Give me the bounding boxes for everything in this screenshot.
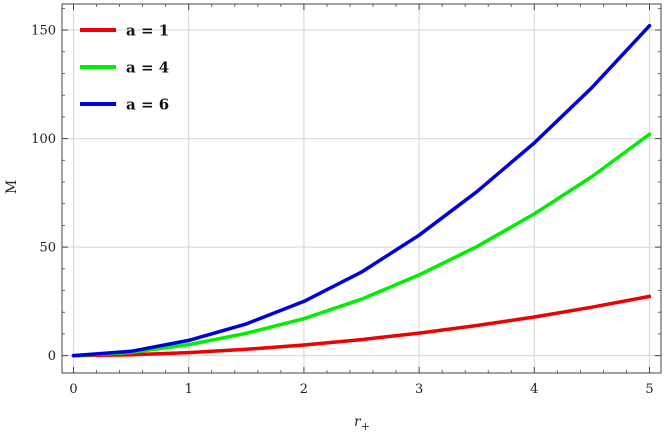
legend: a = 1 a = 4 a = 6 xyxy=(80,22,169,114)
x-axis-title-main: r xyxy=(354,414,362,430)
x-axis-title: r+ xyxy=(354,414,370,433)
y-tick-label-0: 0 xyxy=(48,349,56,364)
legend-label-2: a = 4 xyxy=(126,59,169,77)
x-tick-label-0: 0 xyxy=(69,382,77,397)
legend-item-3: a = 6 xyxy=(80,96,169,114)
x-tick-label-4: 4 xyxy=(530,382,538,397)
series-line-3 xyxy=(71,23,652,358)
plot-frame xyxy=(61,3,662,374)
series-line-2 xyxy=(71,132,652,358)
y-axis-title: M xyxy=(4,180,20,194)
y-tick-label-1: 50 xyxy=(39,241,56,256)
grid-lines xyxy=(62,4,661,373)
x-tick-label-1: 1 xyxy=(185,382,193,397)
y-tick-label-3: 150 xyxy=(31,24,56,39)
x-tick-label-2: 2 xyxy=(300,382,308,397)
y-tick-label-2: 100 xyxy=(31,132,56,147)
series-line-1 xyxy=(71,294,652,358)
x-tick-label-3: 3 xyxy=(415,382,423,397)
x-tick-label-5: 5 xyxy=(645,382,653,397)
legend-label-1: a = 1 xyxy=(126,22,169,40)
legend-label-3: a = 6 xyxy=(126,96,169,114)
legend-item-2: a = 4 xyxy=(80,59,169,77)
series-lines xyxy=(71,23,652,358)
axis-ticks xyxy=(62,4,661,373)
legend-item-1: a = 1 xyxy=(80,22,169,40)
x-axis-title-subscript: + xyxy=(361,420,370,433)
